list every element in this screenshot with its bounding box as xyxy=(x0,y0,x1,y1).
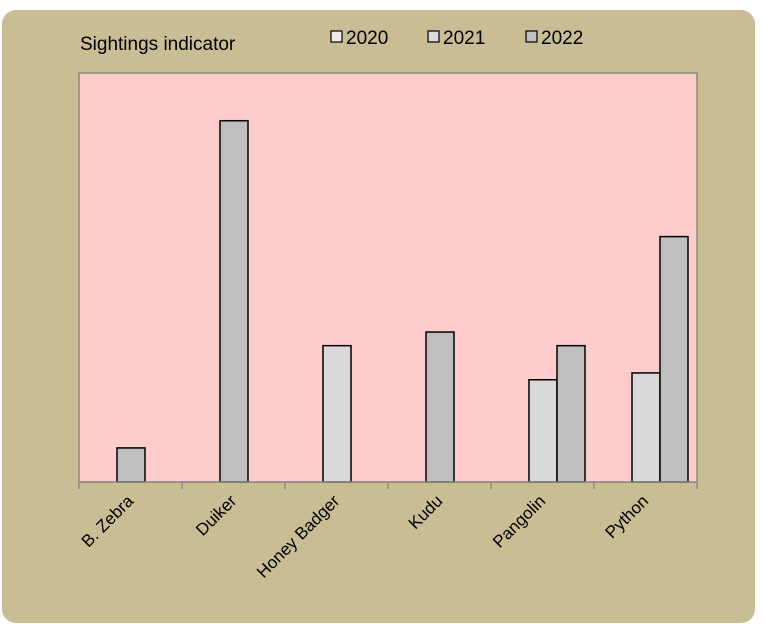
plot-area xyxy=(78,72,698,483)
legend-label-2022: 2022 xyxy=(541,28,583,49)
bar-pangolin-2021 xyxy=(528,379,558,483)
bar-python-2022 xyxy=(659,235,689,483)
bars xyxy=(116,119,689,483)
bar-honey-badger-2021 xyxy=(322,344,352,483)
x-axis-labels: B. Zebra Duiker Honey Badger Kudu Pangolin Py… xyxy=(78,491,653,582)
x-tick-label: B. Zebra xyxy=(78,491,138,551)
legend-label-2020: 2020 xyxy=(346,28,388,49)
legend-swatch-2022 xyxy=(525,30,538,43)
bar-b-zebra-2022 xyxy=(116,447,146,483)
x-tick-label: Kudu xyxy=(405,491,447,533)
x-tick-label: Pangolin xyxy=(489,491,549,551)
x-axis-ticks xyxy=(78,482,698,489)
bar-python-2021 xyxy=(631,372,661,483)
x-tick-label: Honey Badger xyxy=(253,491,344,582)
legend-swatch-2020 xyxy=(330,30,343,43)
x-tick-label: Duiker xyxy=(192,491,240,539)
legend-swatch-2021 xyxy=(427,30,440,43)
x-tick-label: Python xyxy=(601,491,652,542)
bar-pangolin-2022 xyxy=(556,344,586,483)
bar-duiker-2022 xyxy=(219,119,249,483)
bar-kudu-2022 xyxy=(425,331,455,483)
legend-label-2021: 2021 xyxy=(443,28,485,49)
chart-title: Sightings indicator xyxy=(80,34,236,55)
legend: 2020 2021 2022 xyxy=(330,28,583,49)
